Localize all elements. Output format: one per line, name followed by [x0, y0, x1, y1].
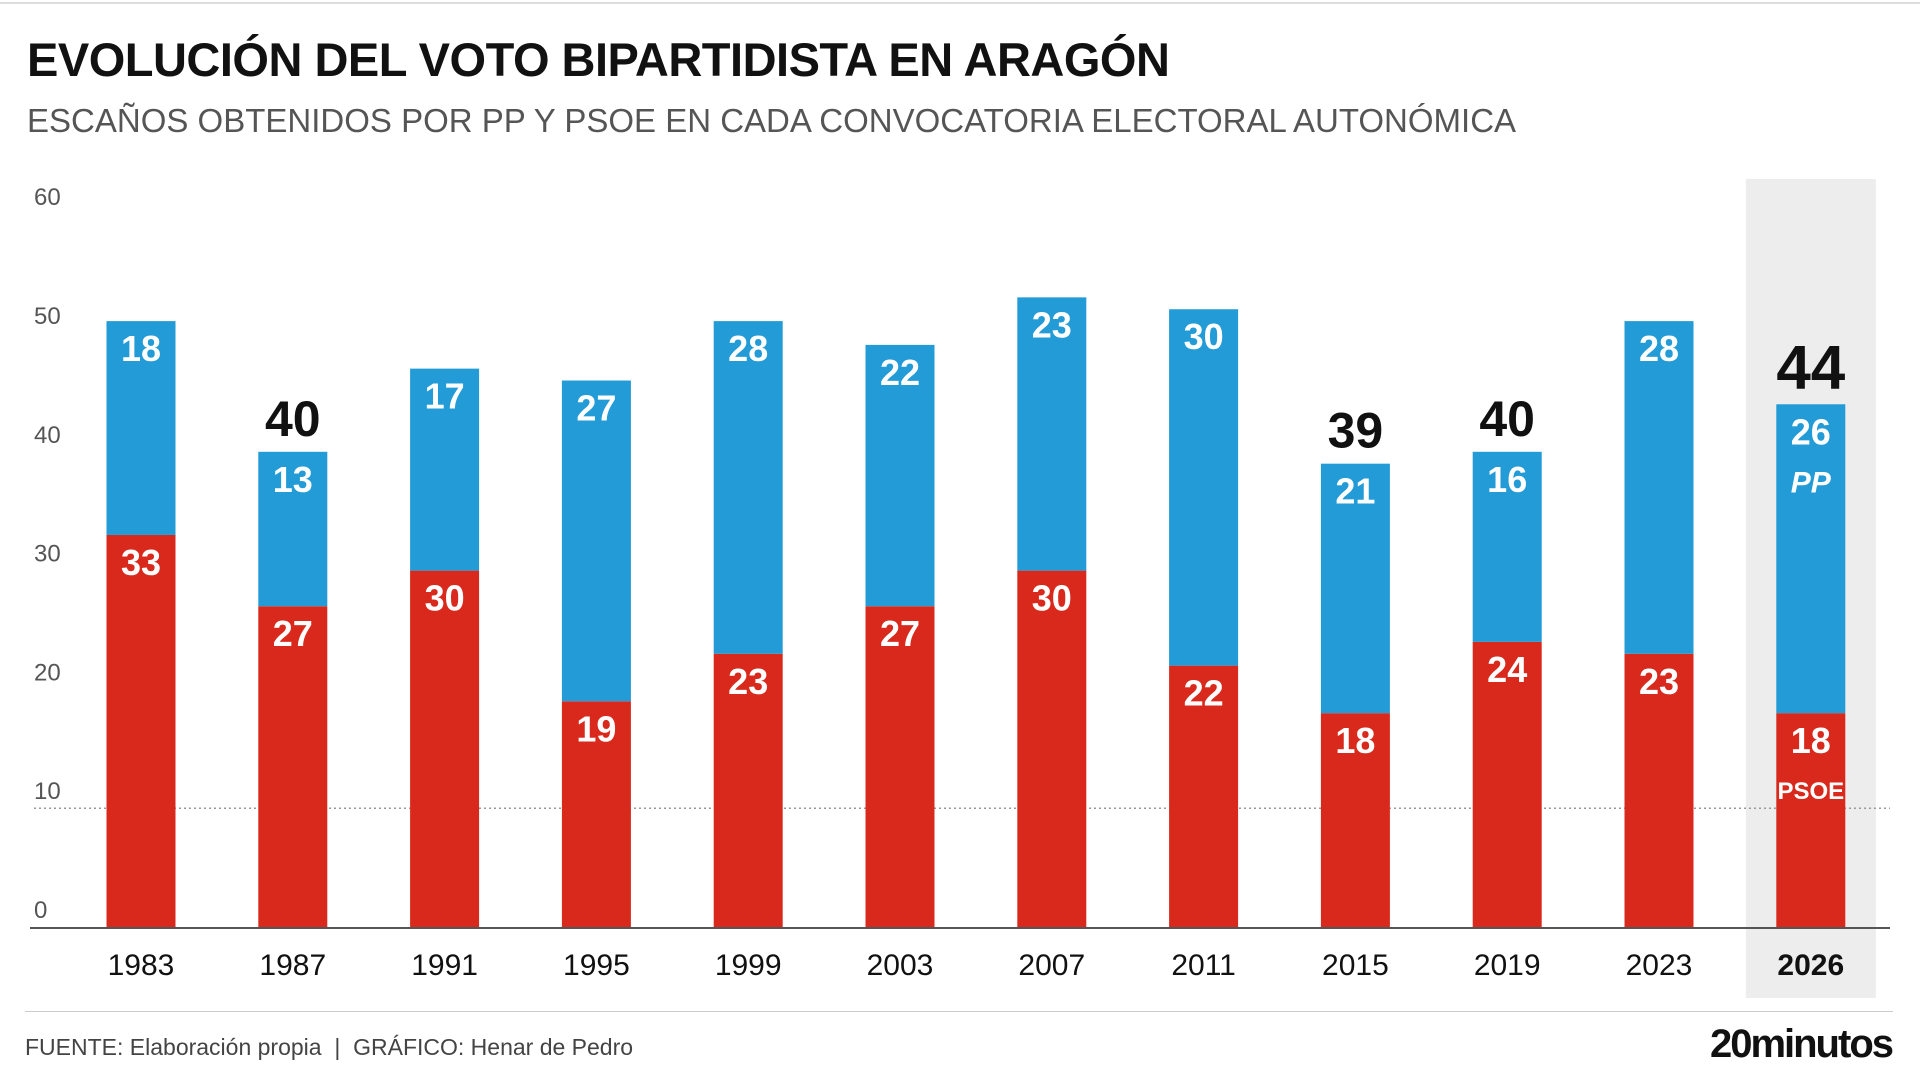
- bar-psoe: [1624, 653, 1694, 927]
- footer-divider: [25, 1011, 1893, 1012]
- top-rule: [0, 2, 1920, 4]
- stacked-bar-chart: 0 10 20 30 40 50 60 33 18 1983 27 13 40 1987 30 17 1991 1…: [30, 179, 1890, 998]
- bar-pp: [106, 321, 176, 535]
- x-tick-label: 2026: [1777, 949, 1844, 982]
- label-pp: 18: [121, 328, 161, 369]
- label-psoe: 18: [1791, 720, 1831, 761]
- bar-psoe: [410, 570, 480, 927]
- bar-psoe: [1320, 713, 1390, 927]
- label-psoe: 22: [1184, 673, 1224, 714]
- label-pp: 22: [880, 352, 920, 393]
- bar-psoe: [713, 653, 783, 927]
- y-tick-label: 0: [34, 897, 47, 924]
- bar-psoe: [1169, 665, 1239, 927]
- y-tick-label: 40: [34, 422, 61, 449]
- x-tick-label: 1983: [108, 949, 175, 982]
- x-tick-label: 1995: [563, 949, 630, 982]
- bar-psoe: [106, 534, 176, 927]
- bar-pp: [561, 380, 631, 702]
- bar-pp: [1017, 297, 1087, 571]
- brand-logo: 20minutos: [1709, 1022, 1894, 1066]
- label-pp: 30: [1184, 316, 1224, 357]
- label-psoe: 33: [121, 542, 161, 583]
- psoe-label: PSOE: [1777, 778, 1844, 805]
- label-psoe: 27: [880, 613, 920, 654]
- bar-pp: [1169, 309, 1239, 666]
- label-psoe: 19: [576, 708, 616, 749]
- x-tick-label: 2003: [867, 949, 934, 982]
- label-psoe: 18: [1335, 720, 1375, 761]
- chart-subtitle: ESCAÑOS OBTENIDOS POR PP Y PSOE EN CADA …: [27, 102, 1517, 139]
- total-label: 40: [1479, 391, 1535, 447]
- label-pp: 17: [425, 376, 465, 417]
- bar-pp: [410, 368, 480, 571]
- x-tick-label: 1987: [259, 949, 326, 982]
- source-credit: FUENTE: Elaboración propia | GRÁFICO: He…: [25, 1034, 634, 1060]
- label-psoe: 30: [1032, 578, 1072, 619]
- x-tick-label: 2011: [1171, 949, 1236, 982]
- chart-title: EVOLUCIÓN DEL VOTO BIPARTIDISTA EN ARAGÓ…: [27, 33, 1170, 86]
- label-pp: 21: [1335, 471, 1375, 512]
- bar-pp: [1472, 451, 1542, 642]
- label-pp: 28: [1639, 328, 1679, 369]
- label-pp: 23: [1032, 304, 1072, 345]
- label-pp: 27: [576, 388, 616, 429]
- label-psoe: 23: [1639, 661, 1679, 702]
- total-label: 44: [1776, 333, 1845, 402]
- y-tick-label: 50: [34, 303, 61, 330]
- bar-pp: [713, 321, 783, 654]
- bar-psoe: [561, 701, 631, 927]
- x-tick-label: 1999: [715, 949, 782, 982]
- x-tick-label: 2007: [1018, 949, 1085, 982]
- bar-pp: [1776, 404, 1846, 714]
- total-label: 39: [1328, 403, 1384, 459]
- x-tick-label: 2015: [1322, 949, 1389, 982]
- y-tick-label: 10: [34, 778, 61, 805]
- label-psoe: 30: [425, 578, 465, 619]
- bar-pp: [1624, 321, 1694, 654]
- x-tick-label: 2023: [1626, 949, 1693, 982]
- label-psoe: 27: [273, 613, 313, 654]
- bar-psoe: [258, 606, 328, 927]
- y-tick-label: 30: [34, 541, 61, 568]
- bar-psoe: [1017, 570, 1087, 927]
- label-pp: 26: [1791, 411, 1831, 452]
- bar-pp: [865, 344, 935, 607]
- bar-pp: [1320, 463, 1390, 714]
- label-psoe: 24: [1487, 649, 1527, 690]
- label-psoe: 23: [728, 661, 768, 702]
- bar-psoe: [865, 606, 935, 927]
- label-pp: 28: [728, 328, 768, 369]
- x-tick-label: 2019: [1474, 949, 1541, 982]
- bar-psoe: [1472, 641, 1542, 927]
- x-tick-label: 1991: [411, 949, 478, 982]
- bar-psoe: [1776, 713, 1846, 927]
- total-label: 40: [265, 391, 321, 447]
- label-pp: 16: [1487, 459, 1527, 500]
- y-tick-label: 60: [34, 184, 61, 211]
- y-tick-label: 20: [34, 659, 61, 686]
- label-pp: 13: [273, 459, 313, 500]
- pp-logo: PP: [1791, 466, 1832, 499]
- bar-pp: [258, 451, 328, 607]
